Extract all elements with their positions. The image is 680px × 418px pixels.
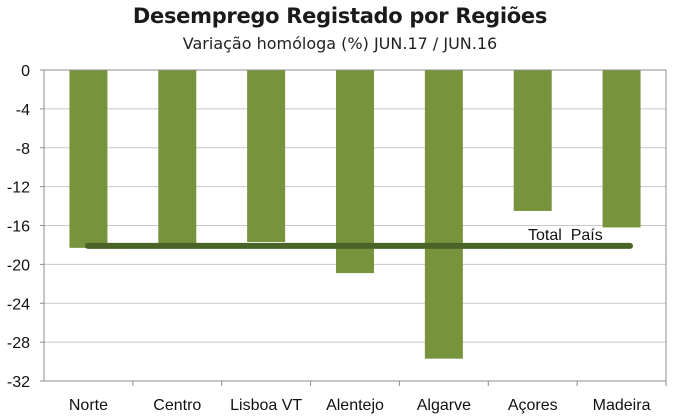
y-tick-label: -4 [16,102,30,119]
bar-layer [69,70,641,359]
label-layer: 0 -4 -8 -12 -16 -20 -24 -28 -32 Norte Centro Lisboa… [7,63,651,414]
y-tick-label: -8 [16,141,30,158]
chart-title: Desemprego Registado por Regiões [132,4,548,28]
y-tick-label: 0 [21,63,30,80]
x-category-label: Açores [508,397,558,414]
bar-a-ores [513,70,552,211]
bar-madeira [602,70,641,228]
x-category-label: Centro [153,397,201,414]
x-category-label: Madeira [593,397,651,414]
bar-alentejo [336,70,374,274]
x-category-label: Alentejo [326,397,384,414]
chart-subtitle: Variação homóloga (%) JUN.17 / JUN.16 [182,34,498,53]
bar-lisboa-vt [247,70,286,243]
bar-algarve [424,70,463,359]
y-tick-label: -20 [7,257,30,274]
x-category-label: Norte [69,397,108,414]
reference-line-label: Total País [528,227,603,244]
bar-norte [69,70,108,248]
x-category-label: Lisboa VT [230,397,302,414]
y-tick-label: -32 [7,374,30,391]
y-tick-label: -12 [7,180,30,197]
bar-centro [158,70,197,244]
y-tick-label: -28 [7,335,30,352]
y-tick-label: -24 [7,296,30,313]
y-tick-label: -16 [7,219,30,236]
x-category-label: Algarve [417,397,471,414]
axis-layer [40,69,667,386]
